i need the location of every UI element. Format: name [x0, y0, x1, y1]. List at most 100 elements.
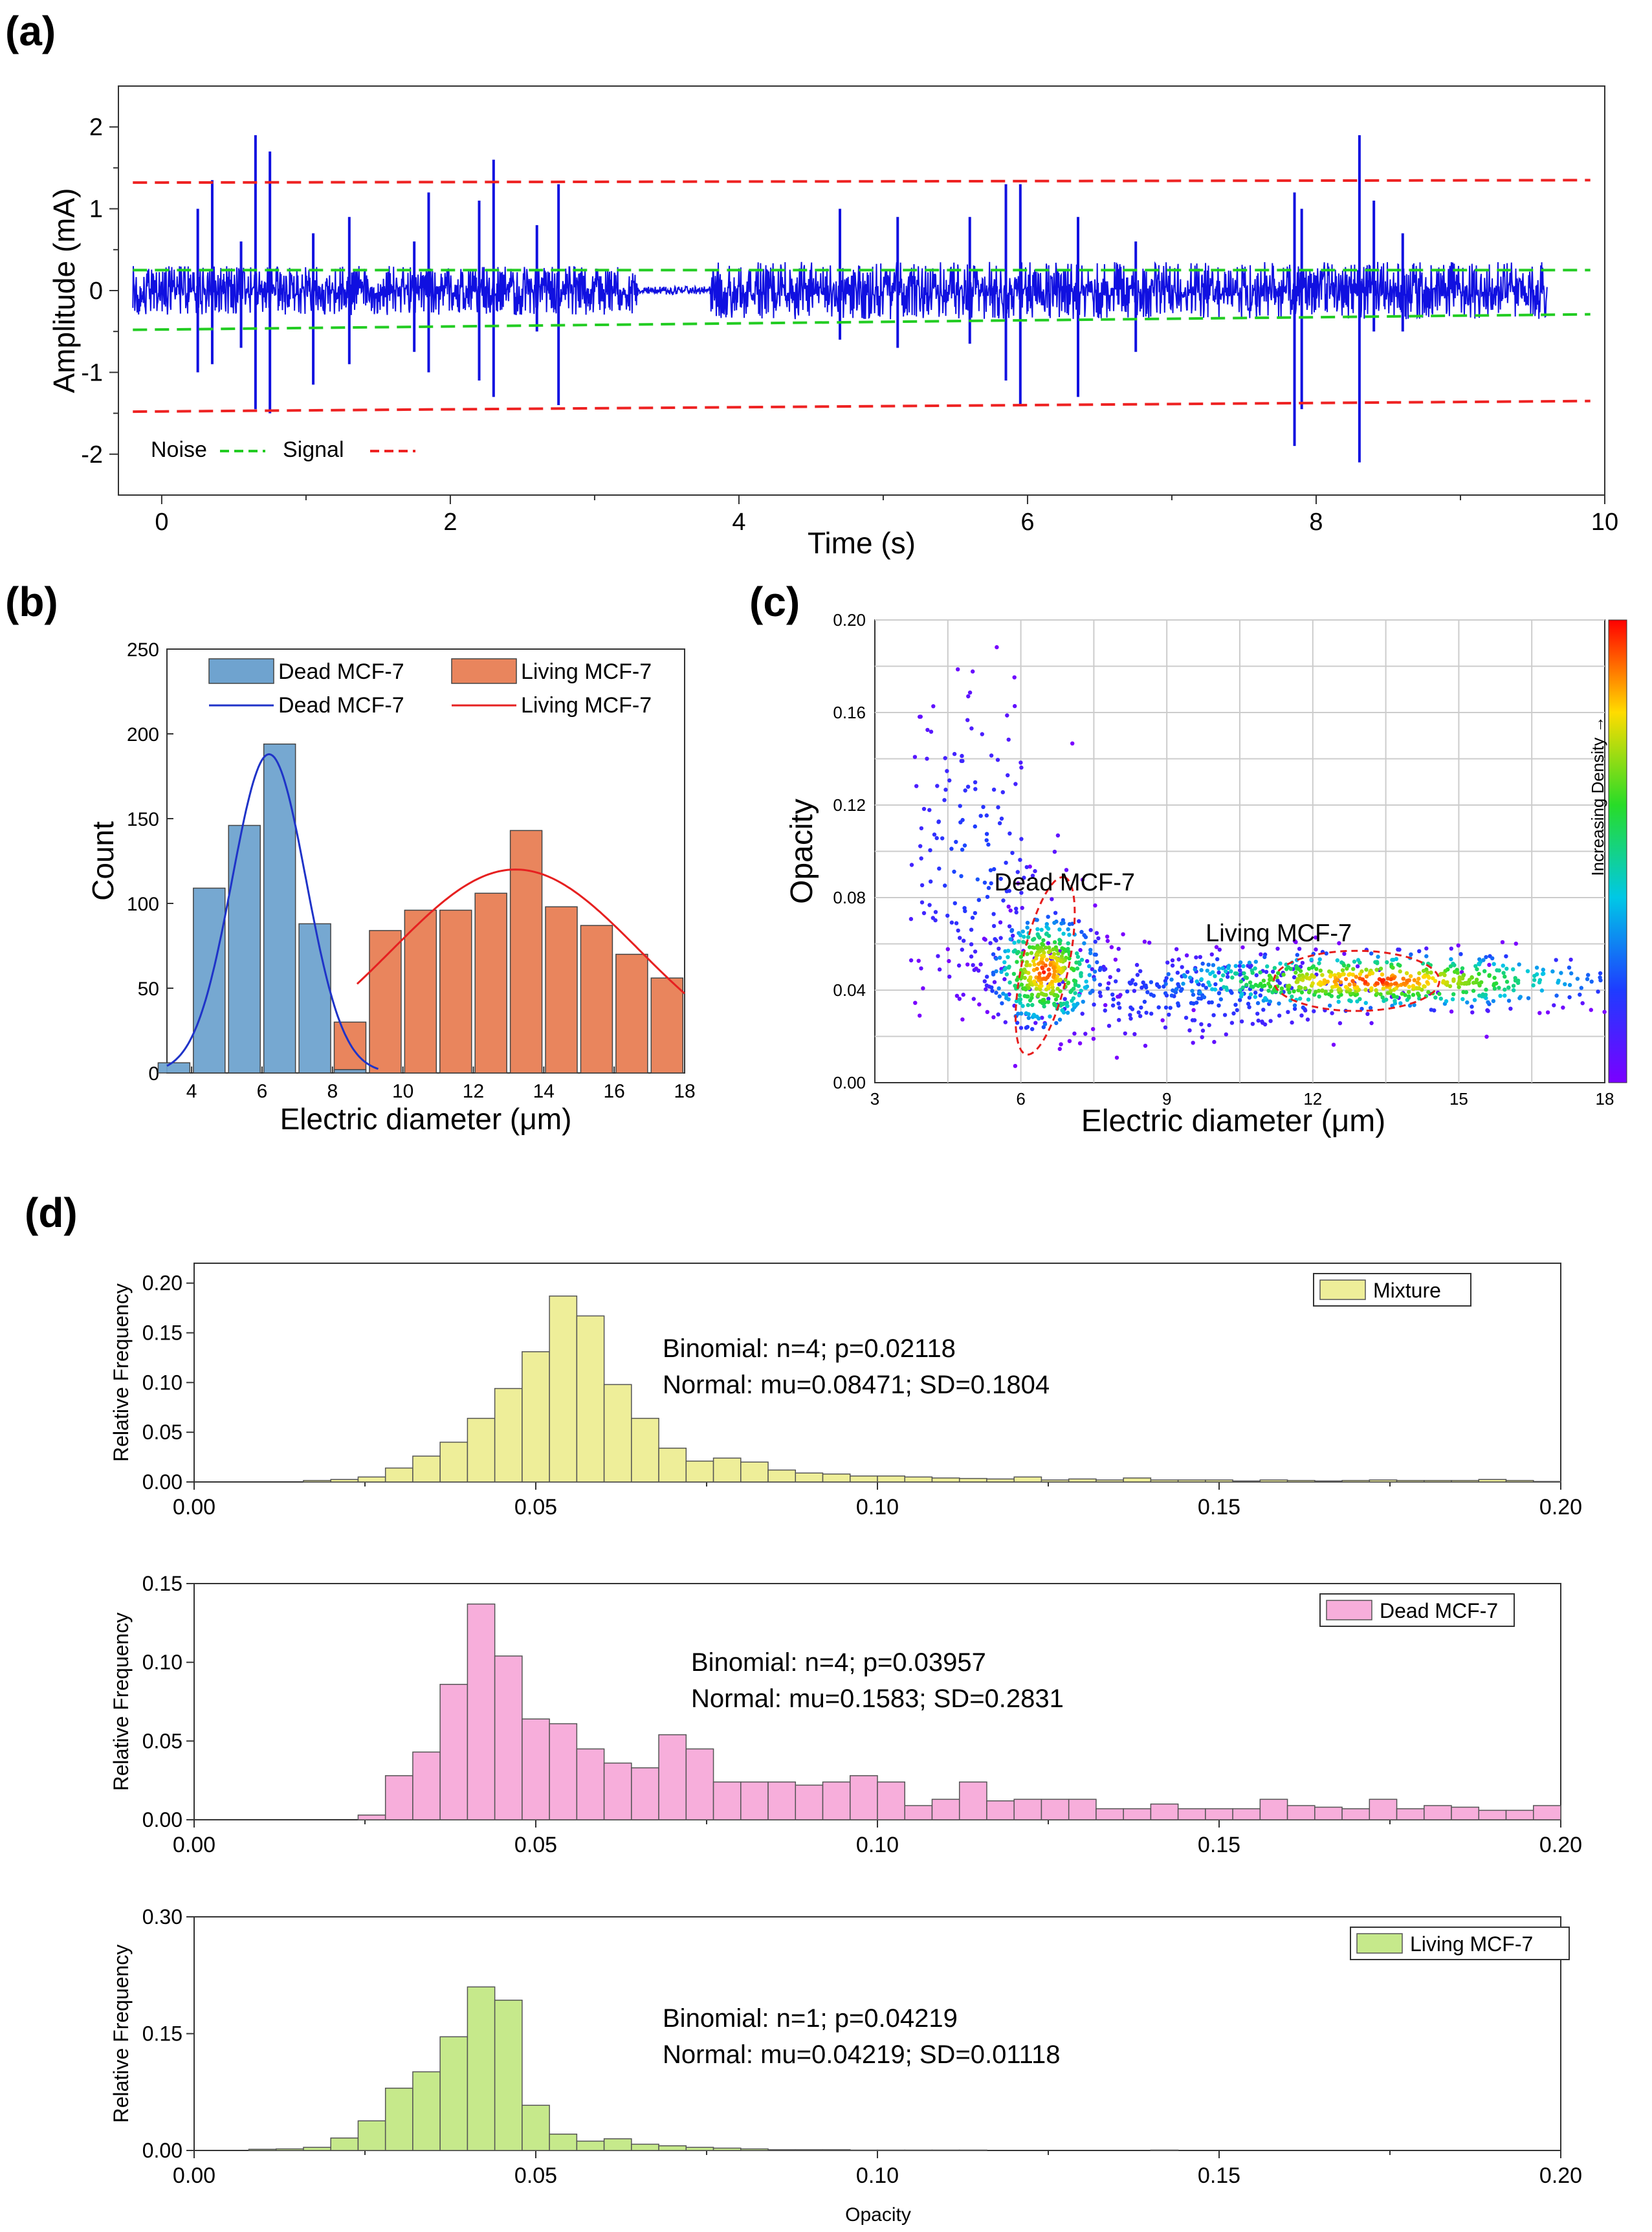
- histogram-bar: [603, 1384, 632, 1483]
- scatter-point: [1404, 971, 1409, 976]
- scatter-point: [1514, 942, 1518, 946]
- scatter-point: [1176, 1001, 1180, 1006]
- living-bar: [404, 909, 437, 1074]
- histogram-bar: [904, 1476, 933, 1483]
- scatter-point: [1347, 973, 1351, 977]
- scatter-point: [1307, 977, 1312, 981]
- scatter-point: [1335, 978, 1339, 982]
- scatter-point: [998, 876, 1003, 881]
- x-tick-label: 0.00: [173, 1495, 215, 1519]
- scatter-point: [1256, 1018, 1261, 1023]
- scatter-point: [1012, 675, 1017, 680]
- scatter-point: [1022, 934, 1026, 939]
- scatter-point: [958, 936, 962, 940]
- scatter-point: [991, 923, 997, 929]
- scatter-point: [1317, 961, 1321, 966]
- scatter-point: [1102, 967, 1107, 972]
- y-tick-label: 0.12: [833, 795, 866, 815]
- scatter-point: [1224, 1032, 1229, 1037]
- histogram-bar: [795, 1472, 824, 1483]
- scatter-point: [1031, 938, 1035, 942]
- histogram-bar: [522, 1351, 550, 1483]
- living-bar: [615, 953, 648, 1074]
- scatter-point: [1088, 951, 1093, 956]
- y-tick-label: -2: [81, 441, 103, 469]
- living-fit-curve: [356, 868, 685, 995]
- scatter-point: [1079, 929, 1084, 934]
- y-tick-label: 0.05: [142, 1729, 182, 1752]
- scatter-point: [985, 1010, 990, 1015]
- scatter-point: [1532, 973, 1537, 978]
- histogram-bar: [958, 1477, 987, 1483]
- scatter-point: [1298, 969, 1303, 973]
- x-tick-label: 0.00: [173, 1833, 215, 1857]
- histogram-bar: [1205, 1808, 1233, 1820]
- histogram-bar: [467, 1986, 496, 2151]
- scatter-point: [989, 753, 994, 758]
- histogram-bar: [1396, 1808, 1425, 1820]
- scatter-point: [1200, 961, 1205, 966]
- scatter-point: [909, 958, 914, 963]
- scatter-point: [1084, 979, 1088, 984]
- scatter-point: [985, 975, 989, 979]
- scatter-point: [1415, 980, 1420, 985]
- scatter-point: [1449, 957, 1453, 962]
- scatter-point: [1171, 988, 1175, 993]
- scatter-point: [1503, 988, 1507, 992]
- histogram-bar: [439, 1683, 468, 1820]
- histogram-bar: [1205, 1479, 1233, 1483]
- y-tick-label: 0.00: [142, 1808, 182, 1831]
- scatter-point: [1012, 940, 1017, 945]
- scatter-point: [1261, 978, 1266, 983]
- scatter-point: [1079, 988, 1083, 993]
- histogram-bar: [1451, 1479, 1480, 1483]
- scatter-point: [1451, 992, 1456, 997]
- scatter-point: [1352, 982, 1357, 987]
- scatter-point: [996, 1012, 1000, 1017]
- scatter-point: [1262, 983, 1267, 988]
- scatter-point: [1037, 935, 1042, 940]
- histogram-bar: [467, 1603, 496, 1820]
- scatter-point: [1057, 982, 1062, 987]
- scatter-point: [1337, 974, 1342, 978]
- scatter-point: [1046, 927, 1051, 931]
- scatter-point: [1008, 831, 1012, 836]
- scatter-point: [1092, 969, 1097, 974]
- scatter-point: [1004, 972, 1009, 977]
- scatter-point: [1022, 975, 1028, 980]
- histogram-bar: [795, 1784, 824, 1820]
- histogram-bar: [1451, 1806, 1480, 1820]
- scatter-point: [1374, 988, 1378, 993]
- x-tick-label: 15: [1449, 1089, 1468, 1109]
- scatter-point: [1063, 977, 1068, 982]
- scatter-point: [1170, 963, 1175, 968]
- scatter-point: [1240, 985, 1246, 990]
- scatter-point: [1511, 984, 1516, 988]
- scatter-point: [1066, 941, 1070, 945]
- panel-d-opacity-histograms: Opacity 0.00 0.05 0.10 0.15 0.20 0.00 0.05 0.10…: [109, 1263, 1582, 2226]
- scatter-point: [1107, 981, 1111, 986]
- x-tick-label: 16: [603, 1081, 624, 1102]
- scatter-point: [1132, 989, 1137, 993]
- scatter-point: [1394, 981, 1398, 986]
- scatter-point: [1026, 994, 1030, 999]
- scatter-point: [1015, 960, 1019, 964]
- scatter-point: [1504, 979, 1510, 984]
- scatter-point: [963, 788, 967, 793]
- scatter-point: [975, 877, 980, 882]
- scatter-point: [1042, 951, 1046, 955]
- scatter-point: [1248, 980, 1253, 985]
- scatter-point: [1299, 1013, 1304, 1018]
- scatter-point: [1031, 945, 1037, 950]
- scatter-point: [1317, 994, 1321, 999]
- histogram-bar: [549, 1723, 578, 1820]
- scatter-point: [1312, 1009, 1316, 1013]
- histogram-bar: [357, 1476, 386, 1483]
- scatter-point: [1184, 953, 1189, 958]
- scatter-point: [1335, 958, 1339, 963]
- histogram-bar: [850, 1475, 878, 1483]
- scatter-point: [1495, 968, 1499, 973]
- scatter-point: [1035, 953, 1040, 957]
- scatter-point: [1290, 1020, 1294, 1025]
- scatter-point: [1057, 1017, 1063, 1022]
